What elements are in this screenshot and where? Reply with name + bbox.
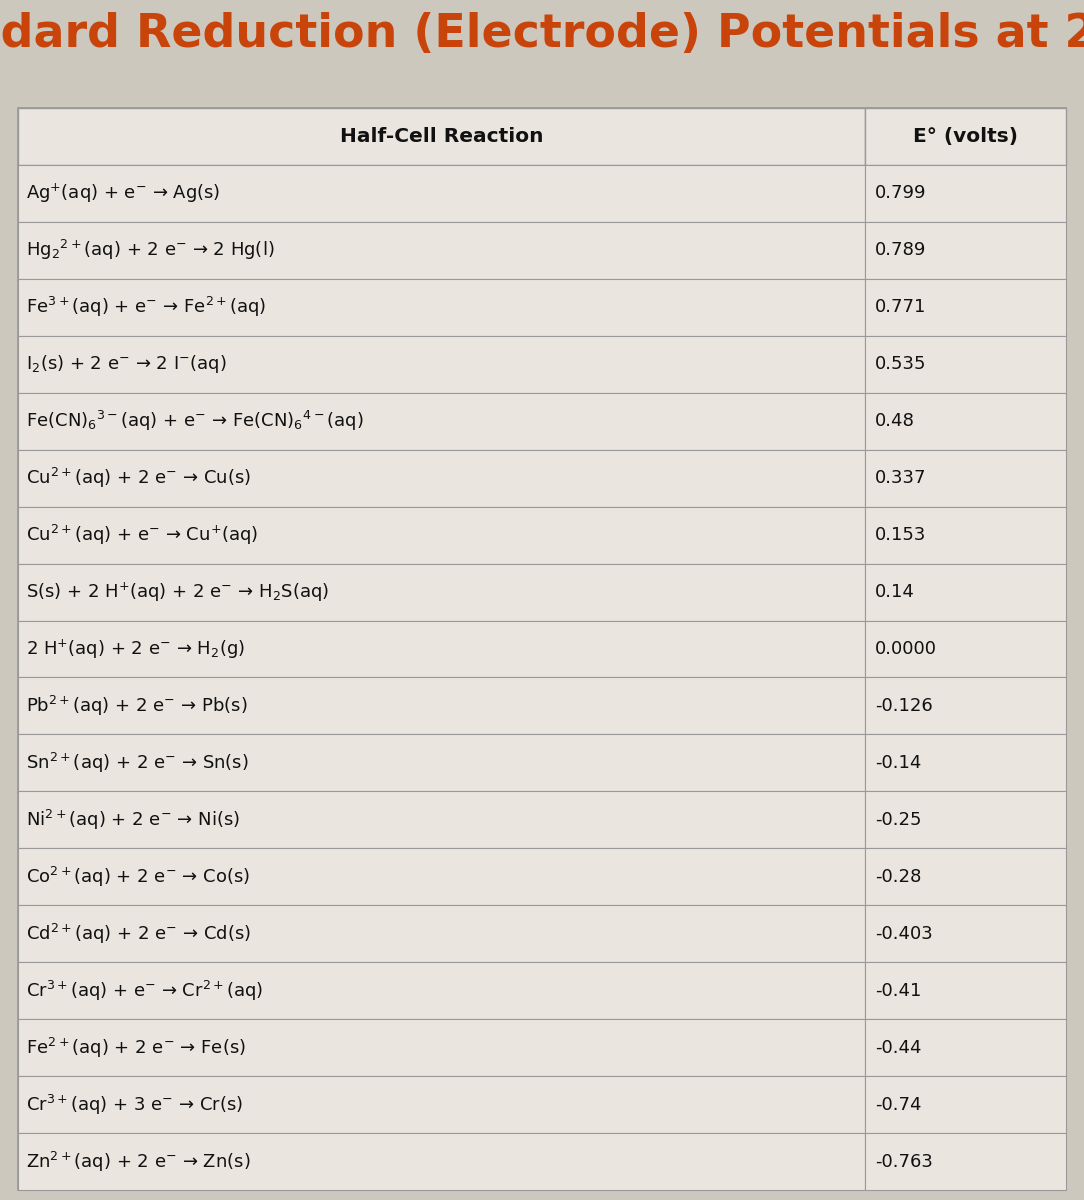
Bar [18, 564, 865, 620]
Text: Cr$^{3+}$(aq) + 3 e$^{-}$ → Cr(s): Cr$^{3+}$(aq) + 3 e$^{-}$ → Cr(s) [26, 1092, 243, 1117]
Text: 0.153: 0.153 [875, 526, 926, 544]
Text: Pb$^{2+}$(aq) + 2 e$^{-}$ → Pb(s): Pb$^{2+}$(aq) + 2 e$^{-}$ → Pb(s) [26, 694, 247, 718]
Bar [865, 620, 1066, 678]
Text: -0.28: -0.28 [875, 868, 921, 886]
Text: 2 H$^{+}$(aq) + 2 e$^{-}$ → H$_2$(g): 2 H$^{+}$(aq) + 2 e$^{-}$ → H$_2$(g) [26, 637, 245, 661]
Bar [18, 164, 865, 222]
Bar [18, 222, 865, 278]
Text: Ag$^{+}$(aq) + e$^{-}$ → Ag(s): Ag$^{+}$(aq) + e$^{-}$ → Ag(s) [26, 181, 220, 205]
Text: Sn$^{2+}$(aq) + 2 e$^{-}$ → Sn(s): Sn$^{2+}$(aq) + 2 e$^{-}$ → Sn(s) [26, 751, 248, 775]
Text: S(s) + 2 H$^{+}$(aq) + 2 e$^{-}$ → H$_2$S(aq): S(s) + 2 H$^{+}$(aq) + 2 e$^{-}$ → H$_2$… [26, 581, 328, 604]
Bar [865, 905, 1066, 962]
Text: 0.48: 0.48 [875, 413, 915, 431]
Text: Cu$^{2+}$(aq) + e$^{-}$ → Cu$^{+}$(aq): Cu$^{2+}$(aq) + e$^{-}$ → Cu$^{+}$(aq) [26, 523, 258, 547]
Text: Half-Cell Reaction: Half-Cell Reaction [339, 127, 543, 146]
Bar [865, 564, 1066, 620]
Text: 0.0000: 0.0000 [875, 640, 937, 658]
Text: E° (volts): E° (volts) [913, 127, 1018, 146]
Text: -0.44: -0.44 [875, 1039, 921, 1057]
Text: Cd$^{2+}$(aq) + 2 e$^{-}$ → Cd(s): Cd$^{2+}$(aq) + 2 e$^{-}$ → Cd(s) [26, 922, 251, 946]
Bar [18, 278, 865, 336]
Bar [865, 450, 1066, 506]
Text: 0.337: 0.337 [875, 469, 927, 487]
Text: Zn$^{2+}$(aq) + 2 e$^{-}$ → Zn(s): Zn$^{2+}$(aq) + 2 e$^{-}$ → Zn(s) [26, 1150, 250, 1174]
Text: Ni$^{2+}$(aq) + 2 e$^{-}$ → Ni(s): Ni$^{2+}$(aq) + 2 e$^{-}$ → Ni(s) [26, 808, 240, 832]
Bar [18, 108, 865, 164]
Text: Fe$^{3+}$(aq) + e$^{-}$ → Fe$^{2+}$(aq): Fe$^{3+}$(aq) + e$^{-}$ → Fe$^{2+}$(aq) [26, 295, 266, 319]
Bar [865, 164, 1066, 222]
Text: Co$^{2+}$(aq) + 2 e$^{-}$ → Co(s): Co$^{2+}$(aq) + 2 e$^{-}$ → Co(s) [26, 865, 250, 889]
Bar [865, 278, 1066, 336]
Text: -0.763: -0.763 [875, 1152, 932, 1170]
Bar [865, 1133, 1066, 1190]
Text: Fe(CN)$_6$$^{3-}$(aq) + e$^{-}$ → Fe(CN)$_6$$^{4-}$(aq): Fe(CN)$_6$$^{3-}$(aq) + e$^{-}$ → Fe(CN)… [26, 409, 363, 433]
Bar [18, 1076, 865, 1133]
Bar [865, 108, 1066, 164]
Bar [18, 392, 865, 450]
Text: 0.14: 0.14 [875, 583, 915, 601]
Text: -0.74: -0.74 [875, 1096, 921, 1114]
Text: 0.535: 0.535 [875, 355, 927, 373]
Text: 0.799: 0.799 [875, 185, 927, 203]
Bar [865, 848, 1066, 905]
Bar [18, 678, 865, 734]
Text: Cu$^{2+}$(aq) + 2 e$^{-}$ → Cu(s): Cu$^{2+}$(aq) + 2 e$^{-}$ → Cu(s) [26, 466, 251, 491]
Bar [865, 506, 1066, 564]
Bar [865, 1076, 1066, 1133]
Bar [865, 791, 1066, 848]
Text: Hg$_2$$^{2+}$(aq) + 2 e$^{-}$ → 2 Hg(l): Hg$_2$$^{2+}$(aq) + 2 e$^{-}$ → 2 Hg(l) [26, 239, 274, 263]
Bar [18, 905, 865, 962]
Bar [18, 791, 865, 848]
Text: Standard Reduction (Electrode) Potentials at 25 °C: Standard Reduction (Electrode) Potential… [0, 12, 1084, 56]
Bar [18, 1019, 865, 1076]
Text: Cr$^{3+}$(aq) + e$^{-}$ → Cr$^{2+}$(aq): Cr$^{3+}$(aq) + e$^{-}$ → Cr$^{2+}$(aq) [26, 979, 263, 1003]
Text: Fe$^{2+}$(aq) + 2 e$^{-}$ → Fe(s): Fe$^{2+}$(aq) + 2 e$^{-}$ → Fe(s) [26, 1036, 246, 1060]
Bar [18, 336, 865, 392]
Bar [18, 620, 865, 678]
Bar [865, 962, 1066, 1019]
Text: I$_2$(s) + 2 e$^{-}$ → 2 I$^{-}$(aq): I$_2$(s) + 2 e$^{-}$ → 2 I$^{-}$(aq) [26, 353, 227, 376]
Text: -0.403: -0.403 [875, 925, 932, 943]
Bar [865, 222, 1066, 278]
Bar [18, 734, 865, 791]
Bar [18, 1133, 865, 1190]
Bar [865, 336, 1066, 392]
Text: 0.771: 0.771 [875, 299, 926, 317]
Text: -0.41: -0.41 [875, 982, 921, 1000]
Text: -0.14: -0.14 [875, 754, 921, 772]
Bar [18, 506, 865, 564]
Text: -0.25: -0.25 [875, 811, 921, 829]
Bar [865, 734, 1066, 791]
Text: 0.789: 0.789 [875, 241, 926, 259]
Bar [18, 962, 865, 1019]
Text: -0.126: -0.126 [875, 697, 932, 715]
Bar [865, 392, 1066, 450]
Bar [18, 450, 865, 506]
Bar [865, 678, 1066, 734]
Bar [18, 848, 865, 905]
Bar [865, 1019, 1066, 1076]
